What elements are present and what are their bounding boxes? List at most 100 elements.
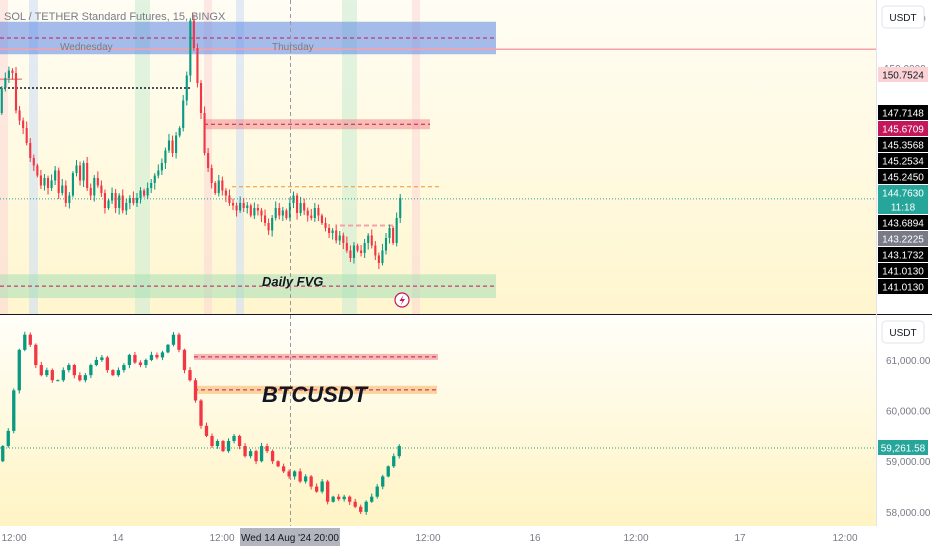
bottom-price-scale-labels: 61,000.00 60,000.00 59,000.00 58,000.00 59,2…	[878, 356, 931, 519]
sol-candle	[22, 117, 25, 135]
price-tag[interactable]: 150.7524	[878, 67, 928, 82]
sol-candle	[395, 212, 398, 247]
sol-candle	[29, 138, 32, 162]
sol-candle	[239, 196, 242, 213]
sol-candle	[281, 207, 284, 222]
sol-candle	[392, 226, 395, 245]
sol-candle	[335, 224, 338, 244]
sol-candle	[384, 233, 388, 255]
price-tag[interactable]: 143.1732	[878, 247, 928, 262]
sol-candle	[196, 43, 199, 88]
sol-candle	[217, 174, 220, 197]
time-axis[interactable]	[0, 526, 932, 550]
lightning-icon[interactable]	[394, 292, 410, 308]
sol-candle	[143, 188, 146, 198]
price-tick-label: 59,000.00	[886, 457, 931, 468]
sol-candle	[39, 169, 42, 189]
btc-candle	[188, 367, 192, 382]
svg-text:144.7630: 144.7630	[882, 189, 924, 200]
btc-candle	[265, 443, 269, 454]
price-tag[interactable]: 145.6709	[878, 121, 928, 136]
sol-candle	[214, 181, 217, 195]
sol-candle	[0, 86, 3, 115]
btc-candle	[67, 363, 71, 373]
btc-candle	[144, 358, 148, 368]
sol-candle	[331, 228, 334, 240]
time-tick-label: 12:00	[832, 533, 857, 544]
sol-candle	[349, 245, 352, 262]
sol-candle	[11, 68, 14, 80]
crosshair-time-label: Wed 14 Aug '24 20:00	[240, 528, 340, 546]
sol-candle	[157, 164, 160, 179]
session-column	[236, 0, 244, 314]
currency-button-bottom[interactable]: USDT	[881, 320, 925, 344]
price-tag[interactable]: 143.2225	[878, 231, 928, 246]
btc-candle	[105, 355, 110, 373]
sol-candle	[342, 232, 345, 250]
price-tag[interactable]: 141.0130	[878, 263, 928, 278]
btc-candle	[199, 399, 203, 429]
price-tag[interactable]: 145.2534	[878, 153, 928, 168]
sol-candle	[135, 193, 139, 207]
btc-candle	[17, 348, 21, 394]
time-tick-label: 12:00	[623, 533, 648, 544]
btc-candle	[314, 483, 319, 493]
sol-candle	[82, 160, 85, 188]
btc-candle	[309, 475, 313, 490]
sol-candle	[182, 94, 185, 132]
sol-candle	[100, 180, 103, 197]
btc-candle	[23, 331, 27, 352]
svg-text:USDT: USDT	[889, 328, 916, 339]
btc-candle	[166, 343, 170, 354]
sol-candle	[192, 14, 195, 51]
btc-candle	[298, 468, 302, 483]
sol-candle	[299, 196, 302, 216]
btc-candle	[359, 504, 363, 515]
btc-candle	[94, 356, 99, 367]
btc-candle	[348, 495, 352, 505]
svg-text:USDT: USDT	[889, 13, 916, 24]
day-label-wednesday: Wednesday	[60, 42, 113, 53]
sol-candle	[374, 241, 377, 260]
sol-candle	[399, 194, 402, 223]
price-tick-label: 60,000.00	[886, 407, 931, 418]
btc-candle	[281, 463, 286, 474]
btc-candle	[78, 372, 82, 382]
time-tick-label: 12:00	[415, 533, 440, 544]
sol-candle	[260, 208, 263, 223]
price-tag[interactable]: 147.7148	[878, 105, 928, 120]
svg-text:11:18: 11:18	[891, 203, 916, 214]
price-tag[interactable]: 143.6894	[878, 215, 928, 230]
sol-candle	[256, 204, 259, 216]
session-column	[412, 0, 420, 314]
sol-candle	[303, 198, 306, 215]
btc-candle	[243, 443, 247, 458]
time-tick-label: 12:00	[209, 533, 234, 544]
price-tag[interactable]: 144.7630	[878, 185, 928, 200]
btc-candle	[160, 350, 165, 361]
svg-text:143.2225: 143.2225	[882, 235, 924, 246]
svg-text:145.6709: 145.6709	[882, 125, 924, 136]
sol-candle	[64, 180, 67, 207]
sol-candle	[103, 189, 107, 214]
price-tag[interactable]: 141.0130	[878, 279, 928, 294]
time-tick-label: 17	[734, 533, 746, 544]
last-price-tag[interactable]: 59,261.58	[878, 439, 928, 455]
sol-candle	[253, 202, 256, 219]
btc-candle	[320, 479, 324, 494]
price-tag[interactable]: 145.2450	[878, 169, 928, 184]
svg-text:147.7148: 147.7148	[882, 109, 924, 120]
svg-text:59,261.58: 59,261.58	[881, 443, 926, 454]
sol-candle	[25, 121, 28, 146]
price-tag[interactable]: 11:18	[878, 199, 928, 214]
btc-candle	[353, 498, 357, 509]
btc-candle	[331, 495, 335, 503]
currency-button-top[interactable]: USDT	[881, 5, 925, 29]
sol-candle	[118, 193, 121, 215]
sol-candle	[377, 252, 380, 270]
btc-candle	[6, 428, 10, 448]
price-tag[interactable]: 145.3568	[878, 137, 928, 152]
sol-candle	[185, 71, 188, 106]
price-scale-bottom[interactable]	[876, 315, 932, 526]
